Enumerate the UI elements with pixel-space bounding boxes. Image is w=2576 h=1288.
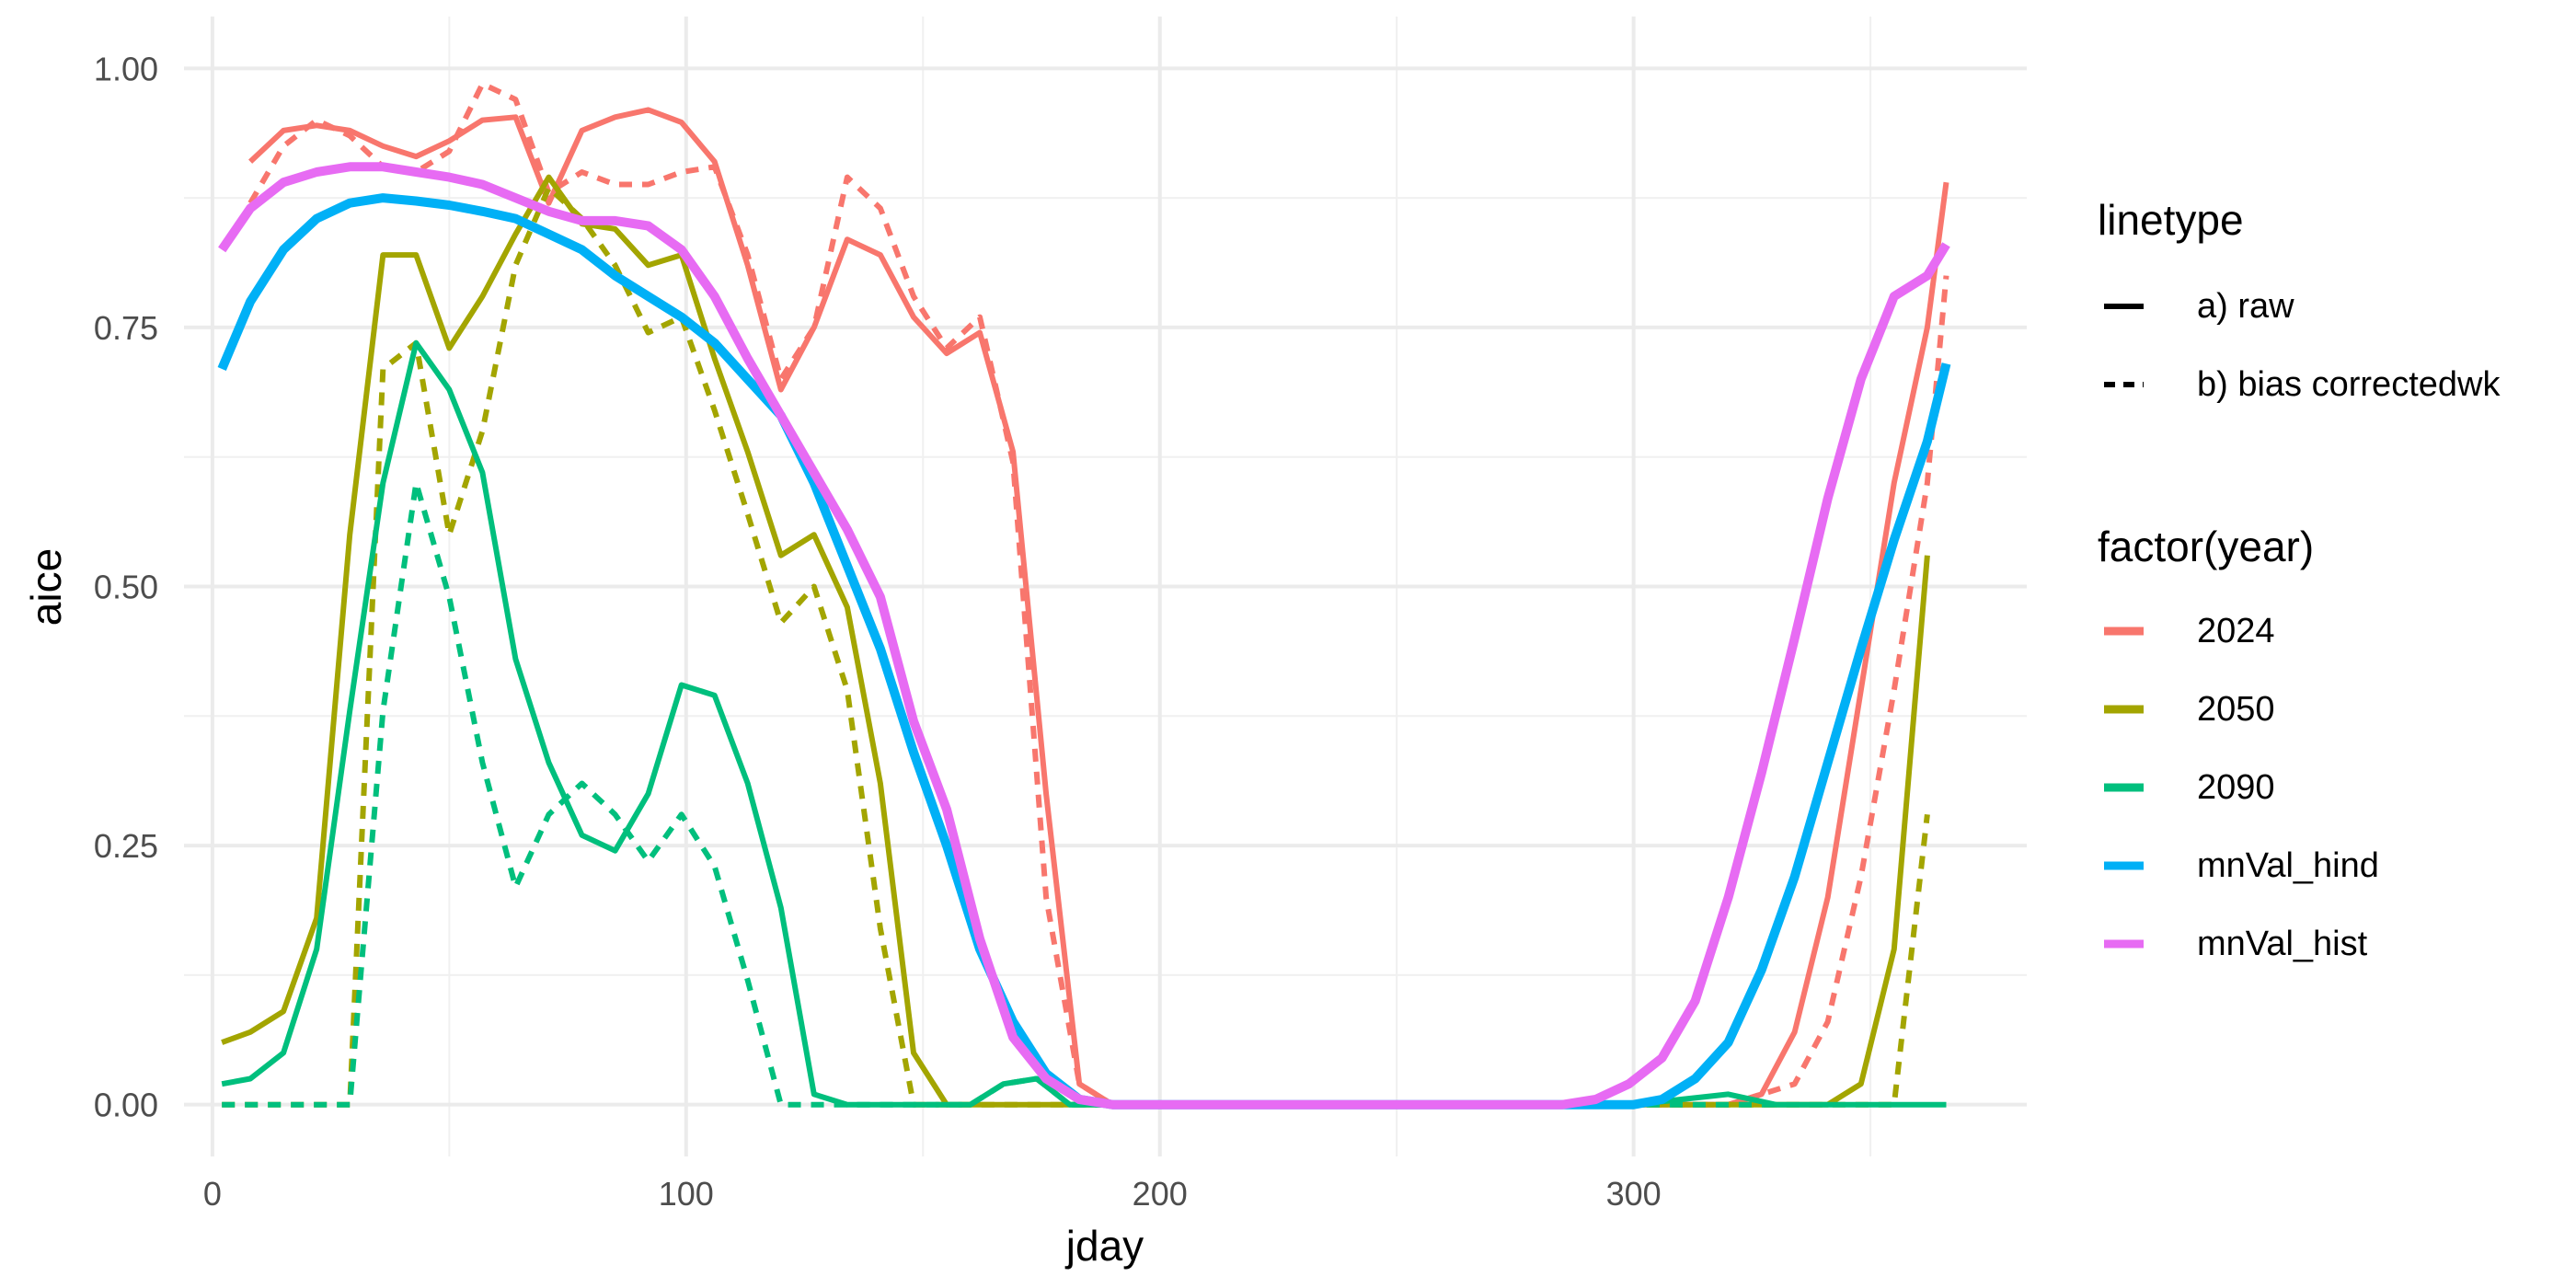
- legend-label-bias-corrected: b) bias correctedwk: [2197, 365, 2501, 404]
- y-tick-label: 0.00: [94, 1087, 158, 1124]
- x-tick-label: 200: [1133, 1175, 1188, 1213]
- series-line-2090-bias-corrected: [222, 479, 1777, 1108]
- legend-linetype: linetype a) raw b) bias correctedwk: [2098, 196, 2501, 404]
- y-tick-label: 1.00: [94, 50, 158, 87]
- legend-label-raw: a) raw: [2197, 287, 2294, 326]
- series-line-mnval-hind-raw: [217, 193, 1951, 1110]
- series-line-2024-bias-corrected: [247, 81, 1949, 1108]
- series-line-mnval-hist-raw: [218, 162, 1950, 1110]
- legend-label-2024: 2024: [2197, 612, 2275, 650]
- x-tick-label: 300: [1606, 1175, 1662, 1213]
- x-tick-label: 100: [659, 1175, 714, 1213]
- plot-lines: [217, 81, 1951, 1110]
- series-line-2024-raw: [248, 107, 1949, 1108]
- y-tick-label: 0.50: [94, 569, 158, 606]
- legend-label-mnval-hist: mnVal_hist: [2197, 925, 2368, 963]
- y-axis-title: aice: [22, 548, 70, 626]
- y-tick-label: 0.75: [94, 309, 158, 347]
- legend-title-linetype: linetype: [2098, 196, 2244, 244]
- legend-label-2050: 2050: [2197, 690, 2275, 729]
- series-line-2050-raw: [221, 174, 1930, 1108]
- axis-ticks: 0 100 200 300 0.00 0.25 0.50 0.75 1.00: [94, 50, 1662, 1213]
- legend-title-year: factor(year): [2098, 523, 2314, 570]
- legend-label-2090: 2090: [2197, 768, 2275, 807]
- y-tick-label: 0.25: [94, 827, 158, 865]
- legend-year: factor(year) 2024 2050 2090 mnVal_hind m…: [2098, 523, 2379, 963]
- series-line-2050-bias-corrected: [222, 184, 1930, 1108]
- legend-label-mnval-hind: mnVal_hind: [2197, 846, 2379, 885]
- x-axis-title: jday: [1064, 1222, 1144, 1270]
- x-tick-label: 0: [203, 1175, 222, 1213]
